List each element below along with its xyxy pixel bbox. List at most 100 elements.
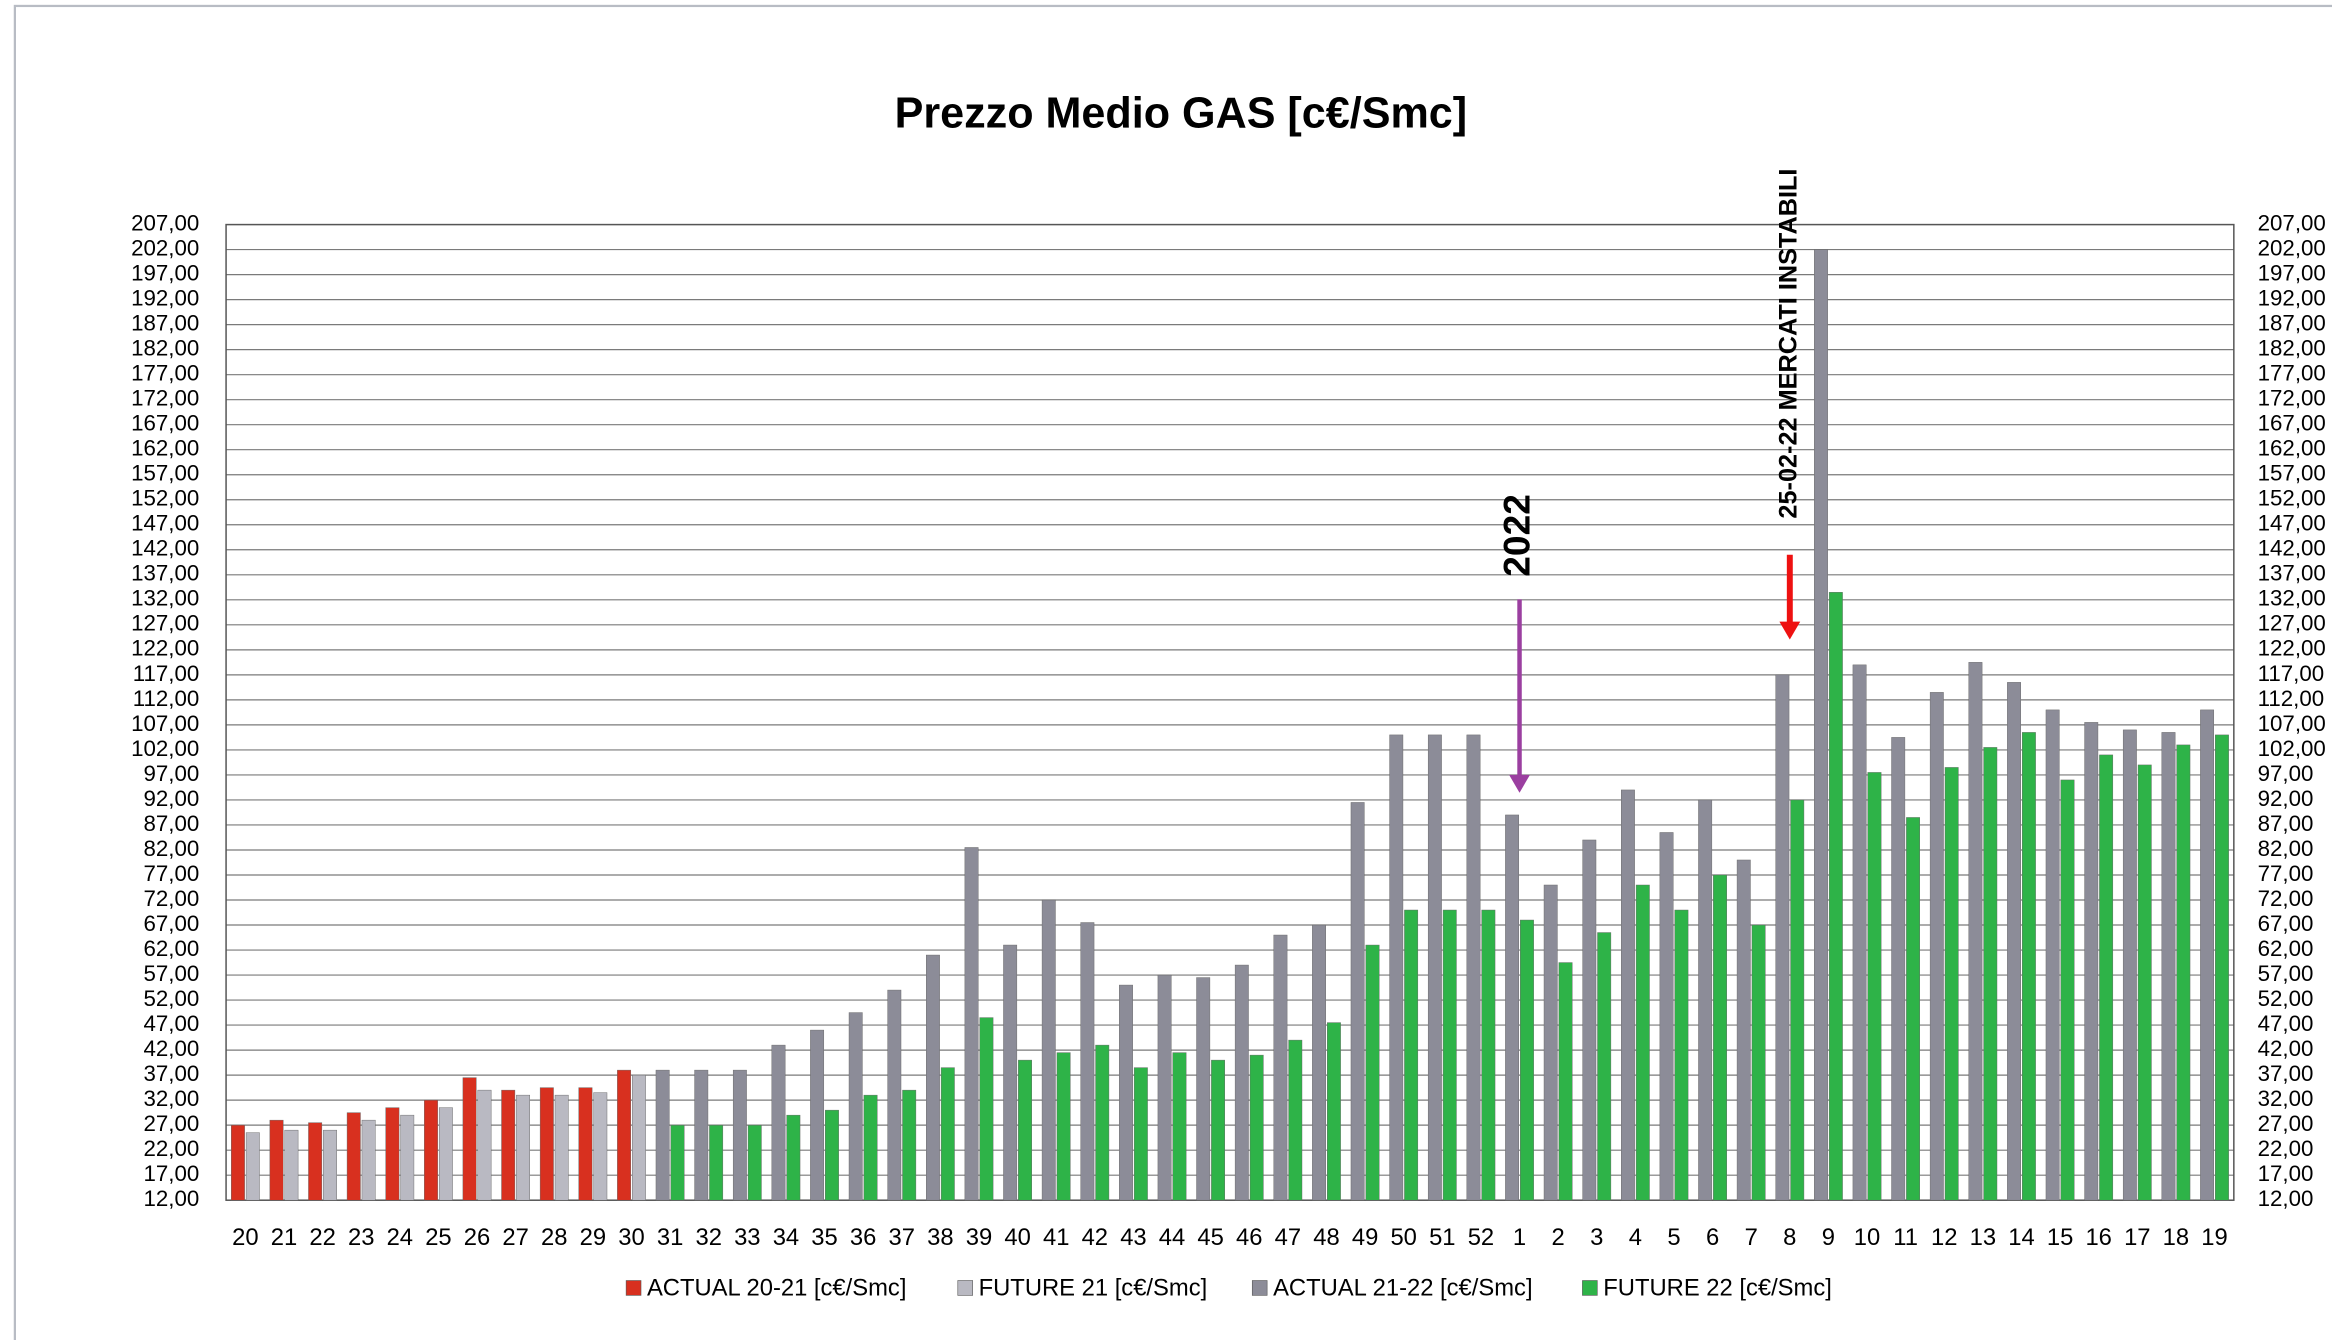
- y2-tick-label: 152,00: [2258, 486, 2326, 511]
- y-tick-label: 87,00: [143, 811, 199, 836]
- y-tick-label: 172,00: [131, 386, 199, 411]
- y-tick-label: 207,00: [131, 210, 199, 235]
- y2-tick-label: 207,00: [2258, 210, 2326, 235]
- y-tick-label: 62,00: [143, 936, 199, 961]
- y2-tick-label: 67,00: [2258, 911, 2314, 936]
- x-tick-label: 3: [1590, 1224, 1603, 1251]
- legend-label: FUTURE 21 [c€/Smc]: [979, 1275, 1208, 1302]
- y2-tick-label: 162,00: [2258, 436, 2326, 461]
- y-tick-label: 152,00: [131, 486, 199, 511]
- legend-label: FUTURE 22 [c€/Smc]: [1603, 1275, 1832, 1302]
- bar: [438, 1107, 453, 1201]
- x-tick-label: 43: [1120, 1224, 1146, 1251]
- legend-swatch: [625, 1280, 642, 1296]
- y2-tick-label: 187,00: [2258, 311, 2326, 336]
- bar: [747, 1124, 762, 1201]
- annotation: 2022: [1495, 494, 1537, 577]
- bar: [2122, 729, 2137, 1201]
- x-tick-label: 19: [2201, 1224, 2227, 1251]
- y2-tick-label: 157,00: [2258, 461, 2326, 486]
- y-tick-label: 147,00: [131, 511, 199, 536]
- bar: [1288, 1039, 1303, 1201]
- bar: [771, 1044, 786, 1201]
- bar: [462, 1077, 477, 1201]
- bar: [323, 1129, 337, 1201]
- legend-label: ACTUAL 21-22 [c€/Smc]: [1273, 1275, 1532, 1302]
- bar: [501, 1089, 516, 1201]
- arrow-head: [1509, 774, 1530, 793]
- bar: [2084, 722, 2099, 1201]
- y-tick-label: 47,00: [143, 1011, 199, 1036]
- y-tick-label: 127,00: [131, 611, 199, 636]
- y2-tick-label: 197,00: [2258, 260, 2326, 285]
- y-tick-label: 112,00: [133, 686, 200, 711]
- bar: [1891, 737, 1906, 1201]
- x-tick-label: 25: [425, 1224, 451, 1251]
- x-tick-label: 28: [541, 1224, 567, 1251]
- y2-tick-label: 147,00: [2258, 511, 2326, 536]
- y2-tick-label: 127,00: [2258, 611, 2326, 636]
- bar: [1157, 974, 1172, 1201]
- bar: [1427, 734, 1442, 1201]
- x-tick-label: 39: [966, 1224, 992, 1251]
- x-tick-label: 47: [1275, 1224, 1301, 1251]
- y2-tick-label: 82,00: [2258, 836, 2314, 861]
- x-tick-label: 49: [1352, 1224, 1378, 1251]
- bar: [1365, 944, 1380, 1201]
- y2-tick-label: 92,00: [2258, 786, 2314, 811]
- x-tick-label: 37: [889, 1224, 915, 1251]
- x-tick-label: 1: [1513, 1224, 1526, 1251]
- bar: [1659, 832, 1674, 1201]
- bar: [732, 1069, 747, 1201]
- bar: [1674, 909, 1689, 1201]
- y2-tick-label: 22,00: [2258, 1136, 2314, 1161]
- x-tick-label: 42: [1082, 1224, 1108, 1251]
- x-tick-label: 8: [1783, 1224, 1796, 1251]
- bar: [1558, 962, 1573, 1201]
- y2-tick-label: 102,00: [2258, 736, 2326, 761]
- y2-tick-label: 182,00: [2258, 336, 2326, 361]
- bar: [1906, 817, 1920, 1201]
- y-tick-label: 107,00: [131, 711, 199, 736]
- x-tick-label: 35: [811, 1224, 837, 1251]
- y-tick-label: 157,00: [131, 461, 199, 486]
- bar: [231, 1124, 245, 1201]
- y2-tick-label: 47,00: [2258, 1011, 2314, 1036]
- bar: [308, 1122, 323, 1201]
- bar: [848, 1012, 863, 1201]
- bar: [2215, 734, 2229, 1201]
- x-tick-label: 13: [1970, 1224, 1996, 1251]
- bar: [1582, 839, 1597, 1201]
- arrow-head: [1779, 621, 1801, 640]
- y2-tick-label: 17,00: [2258, 1161, 2314, 1186]
- y-tick-label: 122,00: [131, 636, 199, 661]
- y-tick-label: 177,00: [131, 361, 199, 386]
- bar: [1234, 964, 1249, 1201]
- legend-swatch: [1251, 1280, 1268, 1296]
- bar: [655, 1069, 670, 1201]
- y-tick-label: 97,00: [143, 761, 199, 786]
- bar: [1350, 802, 1365, 1201]
- bar: [2200, 709, 2215, 1201]
- y-tick-label: 77,00: [143, 861, 199, 886]
- bar: [477, 1089, 492, 1201]
- bar: [1481, 909, 1496, 1201]
- y-tick-label: 197,00: [131, 260, 199, 285]
- y2-tick-label: 137,00: [2258, 561, 2326, 586]
- y2-tick-label: 72,00: [2258, 886, 2314, 911]
- x-tick-label: 11: [1893, 1224, 1918, 1251]
- bar: [1442, 909, 1457, 1201]
- x-tick-label: 12: [1931, 1224, 1957, 1251]
- bar: [2021, 732, 2036, 1201]
- x-tick-label: 16: [2085, 1224, 2111, 1251]
- y2-tick-label: 52,00: [2258, 986, 2314, 1011]
- y2-tick-label: 77,00: [2258, 861, 2314, 886]
- bar: [2137, 764, 2152, 1201]
- y2-tick-label: 27,00: [2258, 1111, 2314, 1136]
- x-tick-label: 40: [1004, 1224, 1030, 1251]
- y-tick-label: 57,00: [143, 961, 199, 986]
- x-tick-label: 41: [1043, 1224, 1069, 1251]
- bar: [269, 1119, 284, 1201]
- bar: [346, 1112, 361, 1201]
